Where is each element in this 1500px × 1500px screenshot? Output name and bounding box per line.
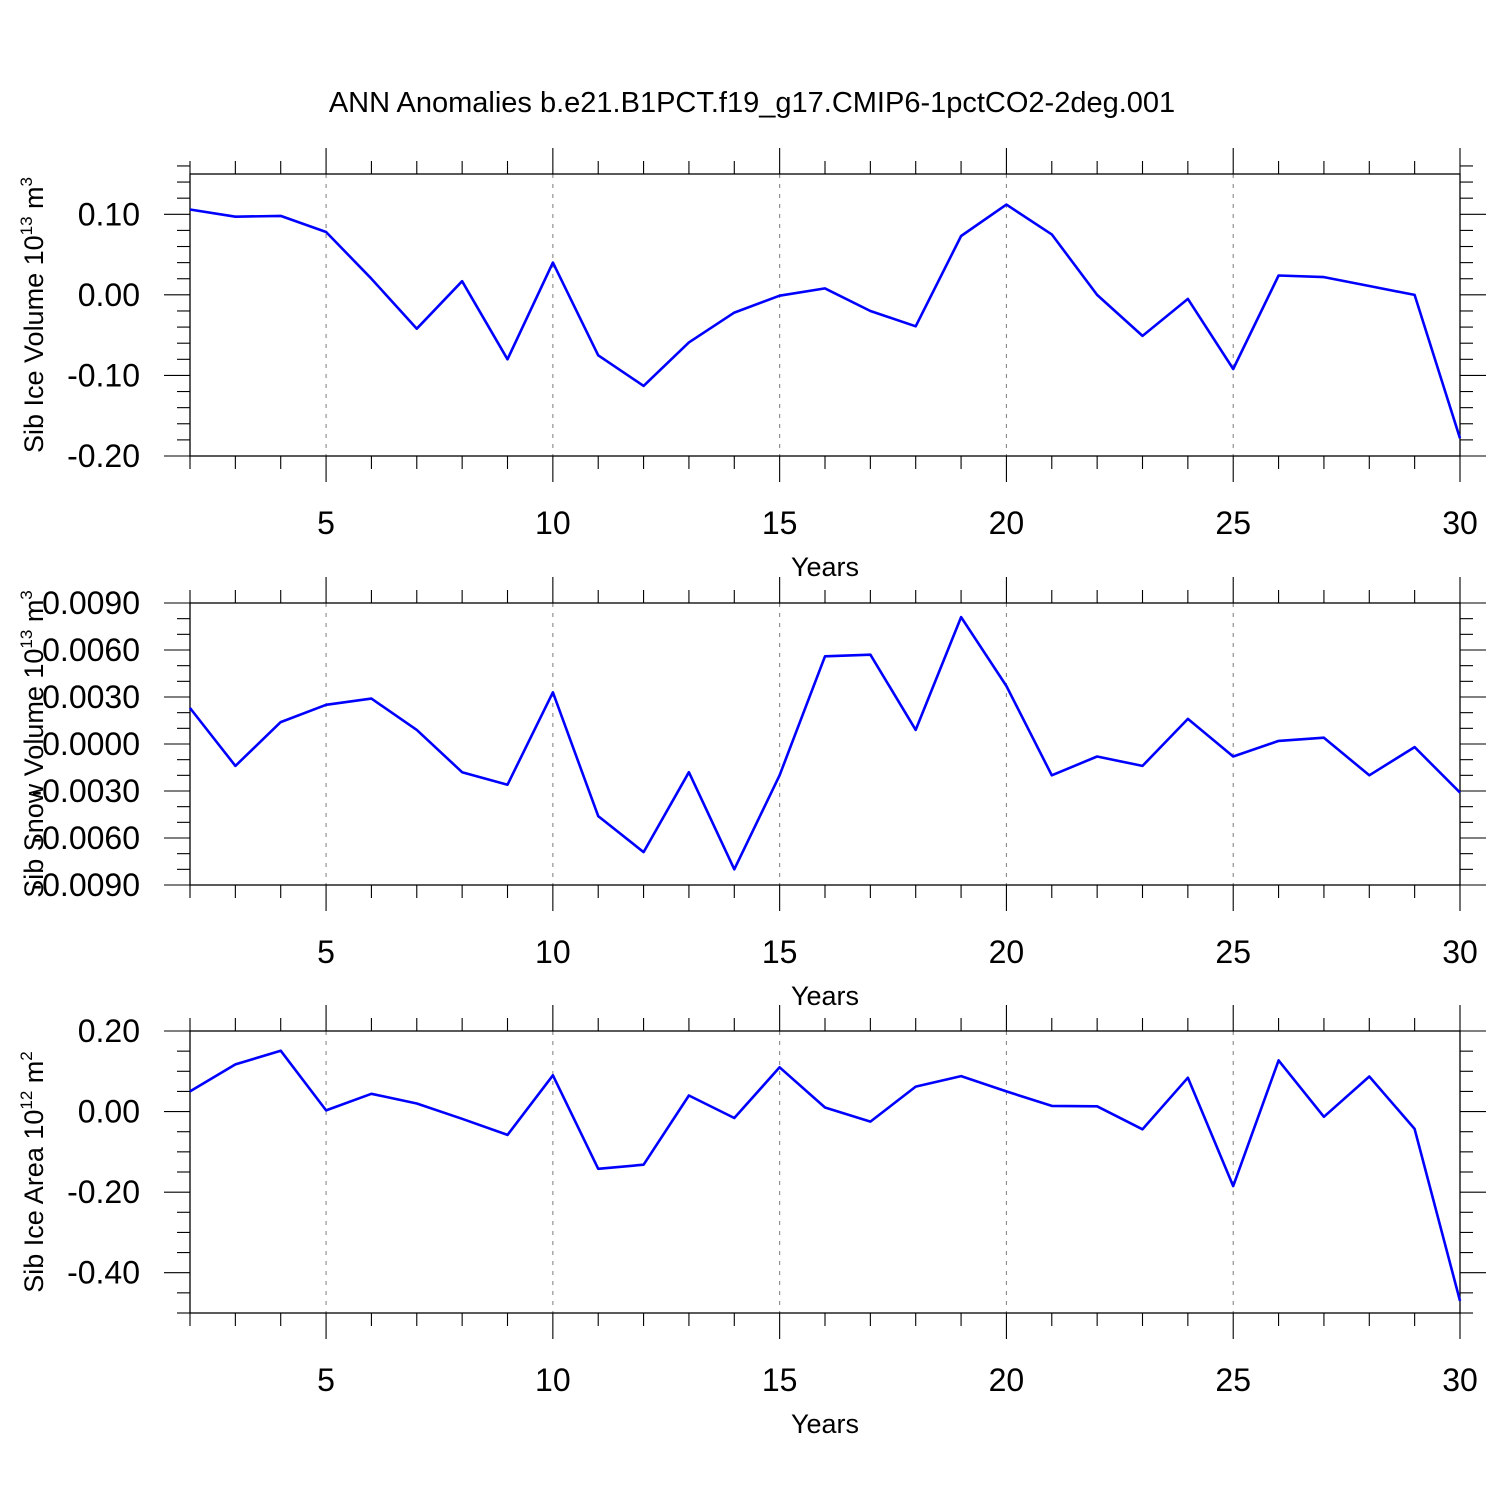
y-tick-label: 0.0060 — [42, 632, 140, 668]
series-line — [188, 615, 1461, 871]
x-tick-label: 20 — [989, 505, 1025, 541]
x-tick-label: 30 — [1442, 934, 1478, 970]
y-tick-label: -0.20 — [67, 438, 140, 474]
y-axis-title-unit: m — [19, 600, 49, 630]
x-tick-label: 15 — [762, 1362, 798, 1398]
y-tick-label: 0.00 — [78, 1094, 140, 1130]
y-axis-title-main: Sib Ice Volume 10 — [19, 235, 49, 453]
y-tick-label: -0.40 — [67, 1255, 140, 1291]
x-tick-label: 25 — [1215, 505, 1251, 541]
x-tick-label: 20 — [989, 1362, 1025, 1398]
x-tick-label: 5 — [317, 934, 335, 970]
y-axis-title: Sib Ice Volume 1013 m3 — [17, 177, 49, 453]
x-tick-label: 30 — [1442, 505, 1478, 541]
y-axis-title-main: Sib Ice Area 10 — [19, 1110, 49, 1293]
panel-1: 0.10 0.00 -0.10 -0.20 5 10 15 20 25 30 Years Sib Ic… — [17, 148, 1486, 582]
x-axis-title: Years — [791, 552, 859, 582]
x-axis-title: Years — [791, 981, 859, 1011]
y-tick-label: 0.0000 — [42, 726, 140, 762]
y-tick-label: -0.20 — [67, 1174, 140, 1210]
y-tick-label: 0.10 — [78, 196, 140, 232]
y-axis-title-unit-exponent: 2 — [17, 1051, 36, 1060]
x-tick-label: 20 — [989, 934, 1025, 970]
x-tick-label: 15 — [762, 934, 798, 970]
y-tick-label: 0.0090 — [42, 585, 140, 621]
panel-2: 0.0090 0.0060 0.0030 0.0000 -0.0030 -0.0060 -0… — [17, 577, 1486, 1011]
y-tick-label: -0.10 — [67, 357, 140, 393]
y-axis-title-exponent: 13 — [17, 216, 36, 235]
y-axis-title-exponent: 12 — [17, 1091, 36, 1110]
y-tick-label: 0.20 — [78, 1013, 140, 1049]
y-axis-title-unit-exponent: 3 — [17, 590, 36, 599]
chart-title: ANN Anomalies b.e21.B1PCT.f19_g17.CMIP6-… — [329, 87, 1175, 119]
y-axis-title-exponent: 13 — [17, 630, 36, 649]
y-axis-title-unit: m — [19, 1061, 49, 1091]
x-tick-label: 10 — [535, 1362, 571, 1398]
x-tick-label: 10 — [535, 505, 571, 541]
x-tick-label: 5 — [317, 1362, 335, 1398]
x-tick-label: 25 — [1215, 934, 1251, 970]
series-line — [189, 1049, 1462, 1302]
x-tick-label: 15 — [762, 505, 798, 541]
y-tick-label: -0.0030 — [31, 773, 140, 809]
y-axis-title-unit-exponent: 3 — [17, 177, 36, 186]
x-tick-label: 30 — [1442, 1362, 1478, 1398]
plot-frame — [189, 1030, 1461, 1314]
y-axis-title-main: Sib Snow Volume 10 — [19, 649, 49, 898]
y-axis-title: Sib Ice Area 1012 m2 — [17, 1051, 49, 1293]
y-tick-label: -0.0060 — [31, 820, 140, 856]
x-tick-label: 25 — [1215, 1362, 1251, 1398]
series-line — [189, 203, 1462, 439]
panel-3: 0.20 0.00 -0.20 -0.40 5 10 15 20 25 30 Years Sib Ic… — [17, 1005, 1486, 1439]
y-axis-title: Sib Snow Volume 1013 m3 — [17, 590, 49, 898]
x-tick-label: 10 — [535, 934, 571, 970]
x-axis-title: Years — [791, 1409, 859, 1439]
y-tick-label: -0.0090 — [31, 867, 140, 903]
y-tick-label: 0.00 — [78, 277, 140, 313]
y-axis-title-unit: m — [19, 186, 49, 216]
x-tick-label: 5 — [317, 505, 335, 541]
y-tick-label: 0.0030 — [42, 679, 140, 715]
plot-frame — [189, 173, 1461, 457]
